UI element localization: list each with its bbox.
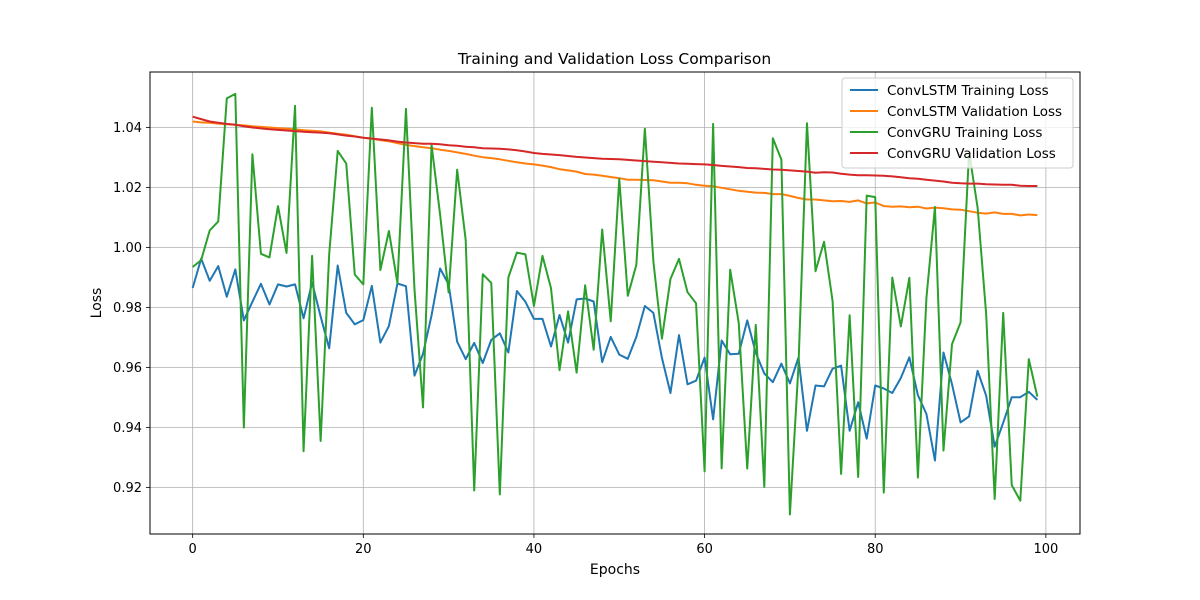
x-tick-label: 0	[189, 542, 197, 557]
x-tick-label: 100	[1033, 542, 1058, 557]
y-tick-label: 1.00	[113, 241, 142, 256]
x-tick-label: 40	[526, 542, 543, 557]
x-axis-label: Epochs	[590, 562, 640, 578]
legend-entry-label: ConvGRU Training Loss	[887, 125, 1042, 141]
y-tick-label: 0.94	[113, 421, 142, 436]
legend-entry-label: ConvGRU Validation Loss	[887, 146, 1056, 162]
y-tick-label: 0.98	[113, 301, 142, 316]
y-axis-label: Loss	[89, 288, 105, 319]
series-line-convgru-training-loss	[192, 92, 1039, 516]
y-tick-label: 1.04	[113, 121, 142, 136]
x-tick-label: 80	[867, 542, 884, 557]
x-tick-label: 20	[355, 542, 372, 557]
y-tick-label: 1.02	[113, 181, 142, 196]
series-line-convlstm-training-loss	[191, 257, 1039, 462]
legend-entry-label: ConvLSTM Training Loss	[887, 83, 1049, 99]
legend: ConvLSTM Training Loss ConvLSTM Validatio…	[841, 77, 1074, 169]
x-axis: 0 20 40 60 80 100	[189, 534, 1058, 557]
y-axis: 0.92 0.94 0.96 0.98 1.00 1.02 1.04	[113, 121, 150, 496]
chart-title: Training and Validation Loss Comparison	[457, 50, 771, 68]
legend-box	[841, 77, 1074, 169]
y-tick-label: 0.96	[113, 361, 142, 376]
x-tick-label: 60	[696, 542, 713, 557]
series-lines	[191, 92, 1039, 516]
plot-frame	[149, 71, 1081, 535]
legend-entry-label: ConvLSTM Validation Loss	[887, 104, 1062, 120]
series-line-convgru-validation-loss	[192, 115, 1038, 187]
y-tick-label: 0.92	[113, 481, 142, 496]
